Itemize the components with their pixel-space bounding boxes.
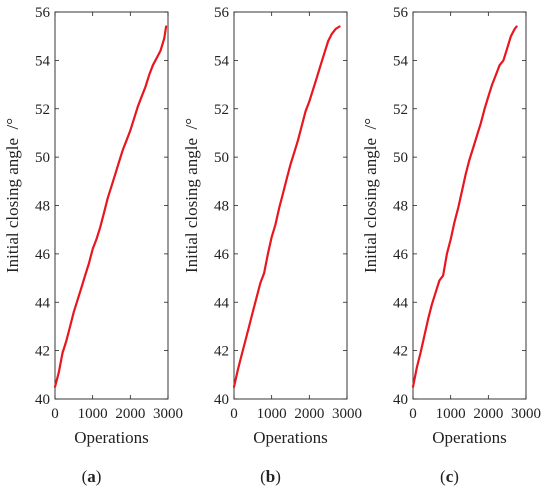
x-tick-label: 1000 <box>78 406 108 422</box>
y-tick-label: 40 <box>35 392 50 408</box>
panel-label: (b) <box>260 467 281 486</box>
y-tick-label: 44 <box>393 295 409 311</box>
panel-label: (c) <box>440 467 459 486</box>
y-tick-label: 50 <box>214 150 229 166</box>
y-tick-label: 42 <box>214 344 229 360</box>
y-tick-label: 54 <box>214 53 230 69</box>
x-tick-label: 0 <box>409 406 417 422</box>
chart-panel-2: 40 42 44 46 48 50 52 54 56 0 1000 2000 3000Operation… <box>182 5 362 486</box>
y-tick-label: 52 <box>35 102 50 118</box>
chart-panel-1: 40 42 44 46 48 50 52 54 56 0 1000 2000 3000Operation… <box>3 5 183 486</box>
data-series-line <box>232 25 341 388</box>
y-tick-label: 50 <box>393 150 408 166</box>
y-tick-label: 46 <box>393 247 409 263</box>
x-tick-label: 1000 <box>257 406 287 422</box>
y-axis-label: Initial closing angle /° <box>182 118 201 273</box>
y-tick-label: 42 <box>393 344 408 360</box>
chart-panel-3: 40 42 44 46 48 50 52 54 56 0 1000 2000 3000Operation… <box>361 5 541 486</box>
y-tick-label: 52 <box>214 102 229 118</box>
panel-label: (a) <box>82 467 102 486</box>
y-tick-label: 40 <box>214 392 229 408</box>
y-tick-label: 54 <box>35 53 51 69</box>
y-tick-label: 52 <box>393 102 408 118</box>
x-tick-label: 1000 <box>436 406 466 422</box>
y-axis-label: Initial closing angle /° <box>361 118 380 273</box>
x-tick-label: 3000 <box>332 406 362 422</box>
y-tick-label: 50 <box>35 150 50 166</box>
x-tick-label: 2000 <box>473 406 503 422</box>
x-tick-label: 0 <box>230 406 238 422</box>
y-tick-label: 40 <box>393 392 408 408</box>
y-tick-label: 54 <box>393 53 409 69</box>
x-tick-label: 3000 <box>153 406 183 422</box>
data-series-line <box>411 25 518 388</box>
x-tick-label: 0 <box>51 406 59 422</box>
y-tick-label: 44 <box>35 295 51 311</box>
y-tick-label: 46 <box>214 247 230 263</box>
x-tick-label: 2000 <box>115 406 145 422</box>
plot-frame <box>233 11 348 400</box>
y-tick-label: 48 <box>393 199 408 215</box>
y-tick-label: 46 <box>35 247 51 263</box>
data-series-line <box>53 25 168 388</box>
y-tick-label: 56 <box>393 5 409 21</box>
y-tick-label: 44 <box>214 295 230 311</box>
y-tick-label: 48 <box>214 199 229 215</box>
x-axis-label: Operations <box>253 428 328 447</box>
x-axis-label: Operations <box>432 428 507 447</box>
plot-frame <box>412 11 527 400</box>
x-axis-label: Operations <box>74 428 149 447</box>
x-tick-label: 3000 <box>511 406 541 422</box>
y-axis-label: Initial closing angle /° <box>3 118 22 273</box>
x-tick-label: 2000 <box>294 406 324 422</box>
y-tick-label: 48 <box>35 199 50 215</box>
y-tick-label: 42 <box>35 344 50 360</box>
y-tick-label: 56 <box>35 5 51 21</box>
y-tick-label: 56 <box>214 5 230 21</box>
